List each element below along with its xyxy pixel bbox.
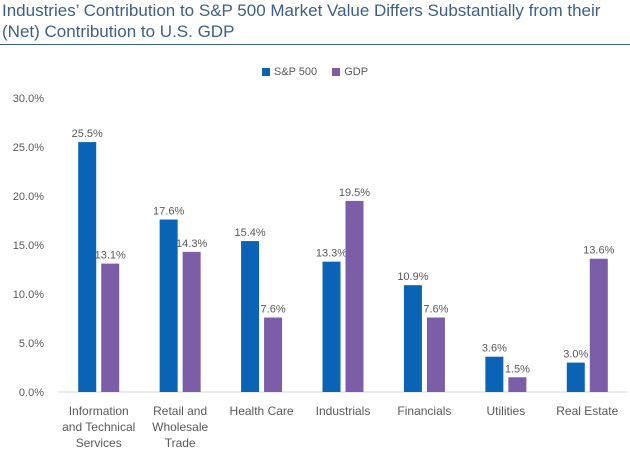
legend: S&P 500 GDP [0, 66, 630, 79]
bar-gdp [264, 317, 283, 392]
y-tick-label: 20.0% [13, 191, 44, 203]
bar-sp500 [322, 261, 341, 392]
x-category-label: Retail and [153, 404, 207, 418]
data-label-gdp: 14.3% [176, 238, 207, 250]
y-tick-label: 5.0% [19, 338, 44, 350]
bar-sp500 [485, 356, 504, 392]
x-category-label: Industrials [316, 404, 371, 418]
y-tick-label: 30.0% [13, 93, 44, 105]
y-tick-label: 10.0% [13, 289, 44, 301]
legend-item-gdp: GDP [332, 66, 368, 78]
data-label-gdp: 7.6% [423, 304, 448, 316]
x-category-label: Real Estate [556, 404, 618, 418]
x-category-label: Services [76, 436, 122, 450]
data-label-gdp: 7.6% [261, 304, 286, 316]
bar-gdp [426, 317, 445, 392]
legend-label-gdp: GDP [344, 66, 369, 78]
x-category-label: Financials [397, 404, 451, 418]
legend-item-sp500: S&P 500 [261, 66, 318, 78]
chart-title-line-1: Industries’ Contribution to S&P 500 Mark… [2, 1, 601, 20]
y-tick-label: 25.0% [13, 142, 44, 154]
legend-swatch-sp500 [261, 68, 270, 76]
chart-title: Industries’ Contribution to S&P 500 Mark… [2, 0, 628, 42]
data-label-sp500: 25.5% [72, 128, 103, 140]
bar-sp500 [403, 285, 422, 392]
x-category-label: and Technical [62, 420, 135, 434]
bar-sp500 [241, 241, 260, 392]
data-label-sp500: 15.4% [234, 227, 265, 239]
data-label-sp500: 3.6% [482, 343, 507, 355]
x-category-label: Trade [165, 436, 196, 450]
data-label-sp500: 13.3% [316, 248, 347, 260]
bar-gdp [101, 263, 120, 392]
bar-gdp [589, 258, 608, 392]
bar-gdp [345, 200, 364, 392]
data-label-gdp: 1.5% [505, 363, 530, 375]
legend-swatch-gdp [332, 68, 341, 76]
title-divider [0, 44, 630, 45]
data-label-gdp: 13.1% [95, 250, 126, 262]
chart-title-line-2: (Net) Contribution to U.S. GDP [2, 22, 235, 41]
x-category-label: Information [69, 404, 129, 418]
data-label-gdp: 13.6% [583, 245, 614, 257]
bar-gdp [182, 251, 201, 392]
x-category-label: Wholesale [152, 420, 208, 434]
data-label-gdp: 19.5% [339, 187, 370, 199]
x-category-label: Health Care [230, 404, 294, 418]
legend-label-sp500: S&P 500 [273, 66, 318, 78]
y-tick-label: 15.0% [13, 240, 44, 252]
data-label-sp500: 17.6% [153, 206, 184, 218]
bar-sp500 [566, 362, 585, 392]
x-category-label: Utilities [487, 404, 526, 418]
data-label-sp500: 3.0% [563, 349, 588, 361]
bar-sp500 [78, 142, 97, 392]
y-tick-label: 0.0% [19, 387, 44, 399]
bar-sp500 [159, 219, 178, 392]
bar-gdp [508, 377, 527, 392]
data-label-sp500: 10.9% [397, 271, 428, 283]
